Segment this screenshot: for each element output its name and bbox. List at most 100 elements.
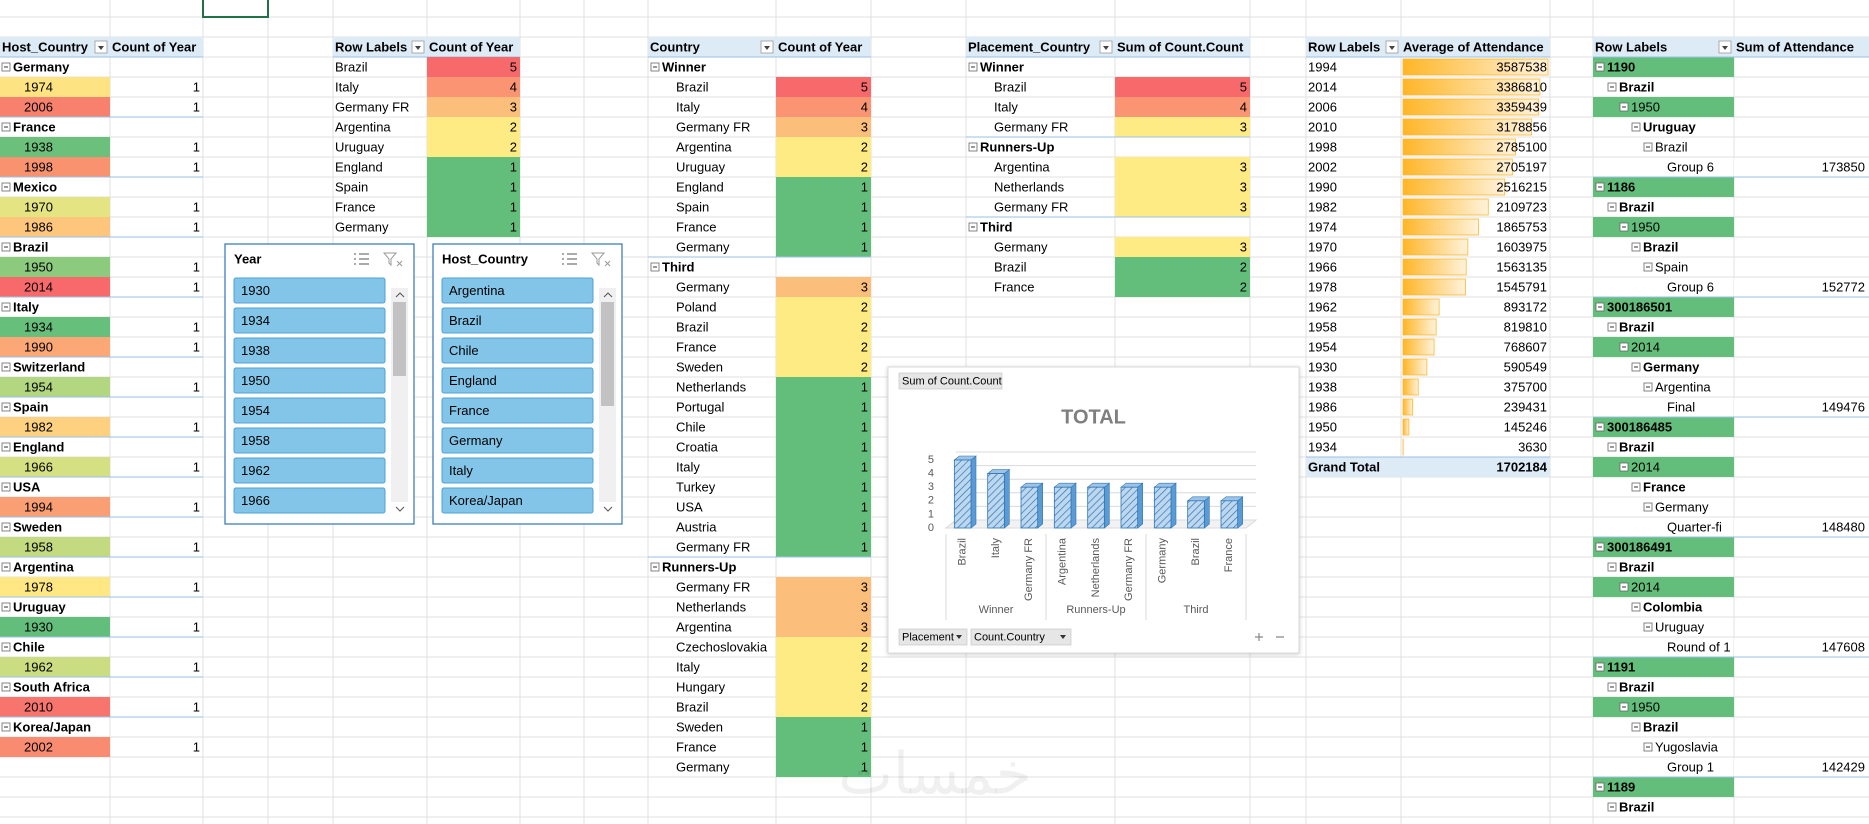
color-scale-cell: [776, 477, 871, 497]
scroll-thumb[interactable]: [601, 302, 614, 406]
group-label: Winner: [979, 604, 1014, 616]
slicer-item-label: 1966: [241, 493, 270, 508]
slicer-item[interactable]: [441, 367, 594, 394]
level-fill: [1593, 577, 1734, 597]
scroll-down[interactable]: [603, 506, 613, 512]
scroll-up[interactable]: [603, 292, 613, 298]
slicer-item[interactable]: [441, 337, 594, 364]
color-scale-cell: [776, 497, 871, 517]
group-label: Spain: [13, 399, 48, 414]
level-fill: [1593, 777, 1734, 797]
row-label: France: [676, 339, 716, 354]
row-label: 1990: [1308, 179, 1337, 194]
slicer-item[interactable]: [233, 307, 386, 334]
count-value: 1: [861, 179, 868, 194]
count-value: 1: [510, 159, 517, 174]
row-label: Sweden: [676, 719, 723, 734]
year-label: 1950: [24, 259, 53, 274]
slicer-item-label: Korea/Japan: [449, 493, 523, 508]
color-scale-cell: [0, 277, 110, 297]
row-label: Germany: [335, 219, 389, 234]
slicer-item-label: 1930: [241, 283, 270, 298]
row-label: 1950: [1631, 99, 1660, 114]
attendance-value: 148480: [1822, 519, 1865, 534]
scroll-down[interactable]: [395, 506, 405, 512]
slicer-item[interactable]: [441, 277, 594, 304]
scroll-up[interactable]: [395, 292, 405, 298]
group-label: Winner: [980, 59, 1024, 74]
expand-buttons[interactable]: [1255, 633, 1284, 641]
color-scale-cell: [427, 157, 520, 177]
count-value: 2: [861, 359, 868, 374]
slicer-item[interactable]: [233, 277, 386, 304]
count-value: 1: [861, 379, 868, 394]
field-button[interactable]: [970, 628, 1072, 646]
data-bar: [1402, 58, 1549, 76]
slicer-item[interactable]: [233, 337, 386, 364]
data-bar: [1402, 98, 1540, 116]
row-label: Portugal: [676, 399, 725, 414]
count-value: 1: [193, 699, 200, 714]
slicer-item[interactable]: [441, 307, 594, 334]
attendance-value: 1545791: [1496, 279, 1547, 294]
level-fill: [1593, 57, 1734, 77]
clear-filter-icon[interactable]: [382, 252, 403, 267]
color-scale-cell: [1115, 197, 1250, 217]
row-label: USA: [676, 499, 703, 514]
slicer-item[interactable]: [233, 457, 386, 484]
clear-filter-icon[interactable]: [590, 252, 611, 267]
slicer-item[interactable]: [233, 427, 386, 454]
slicer-item[interactable]: [441, 397, 594, 424]
field-button[interactable]: [898, 372, 1003, 390]
slicer-item-label: Brazil: [449, 313, 482, 328]
count-value: 3: [861, 279, 868, 294]
slicer-item[interactable]: [233, 487, 386, 514]
slicer-item[interactable]: [233, 397, 386, 424]
color-scale-cell: [776, 737, 871, 757]
slicer-item[interactable]: [233, 367, 386, 394]
row-label: 2010: [1308, 119, 1337, 134]
bar-side: [1004, 468, 1010, 529]
multiselect-icon[interactable]: [354, 253, 369, 265]
count-value: 1: [193, 279, 200, 294]
year-label: 2006: [24, 99, 53, 114]
scroll-thumb[interactable]: [393, 302, 406, 376]
attendance-value: 375700: [1504, 379, 1547, 394]
field-button[interactable]: [898, 628, 968, 646]
count-value: 2: [861, 339, 868, 354]
count-value: 1: [861, 459, 868, 474]
data-bar: [1402, 178, 1506, 196]
slicer-item[interactable]: [441, 487, 594, 514]
field-button-arrow: [956, 635, 962, 639]
color-scale-cell: [776, 217, 871, 237]
row-label: 1958: [1308, 319, 1337, 334]
color-scale-cell: [0, 657, 110, 677]
value-bg: [1734, 518, 1869, 536]
group-label: Switzerland: [13, 359, 85, 374]
count-value: 2: [861, 139, 868, 154]
count-value: 1: [861, 759, 868, 774]
row-label: 1950: [1308, 419, 1337, 434]
count-value: 4: [510, 79, 517, 94]
count-value: 2: [510, 139, 517, 154]
slicer-item[interactable]: [441, 427, 594, 454]
color-scale-cell: [776, 337, 871, 357]
bar: [1087, 486, 1105, 529]
attendance-value: 1865753: [1496, 219, 1547, 234]
color-scale-cell: [0, 457, 110, 477]
watermark: خمسات: [838, 741, 1031, 806]
color-scale-cell: [0, 377, 110, 397]
color-scale-cell: [427, 177, 520, 197]
row-label: 1986: [1308, 399, 1337, 414]
slicer-item[interactable]: [441, 457, 594, 484]
color-scale-cell: [1115, 237, 1250, 257]
attendance-value: 819810: [1504, 319, 1547, 334]
row-label: Germany FR: [994, 119, 1068, 134]
count-value: 5: [861, 79, 868, 94]
multiselect-icon[interactable]: [562, 253, 577, 265]
field-button-label: Placement: [902, 631, 954, 643]
attendance-value: 3359439: [1496, 99, 1547, 114]
y-tick-label: 1: [928, 508, 934, 520]
attendance-value: 3630: [1518, 439, 1547, 454]
